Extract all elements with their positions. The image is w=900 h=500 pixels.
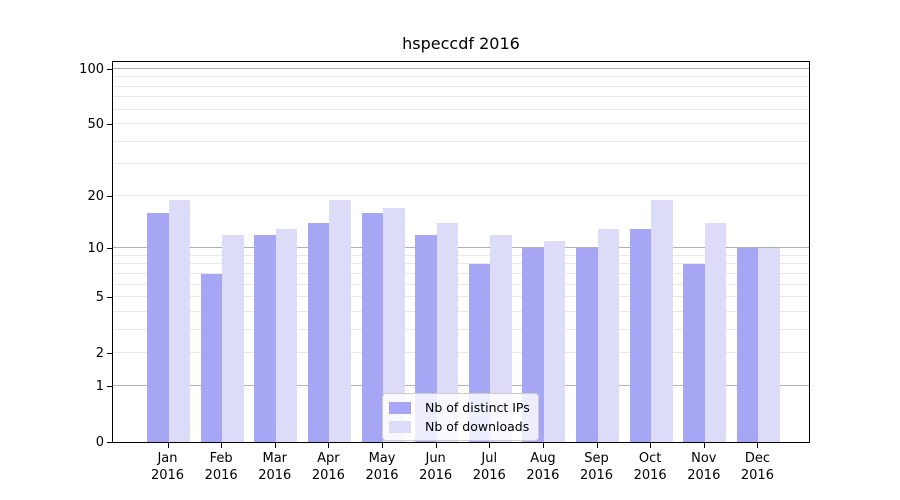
x-tick-mark <box>435 443 437 448</box>
x-tick-mark <box>328 443 330 448</box>
gridline-minor <box>113 310 809 312</box>
x-tick-label: Dec 2016 <box>740 451 774 483</box>
y-tick-mark <box>107 195 112 197</box>
gridline-minor <box>113 123 809 125</box>
bar-downloads <box>222 234 244 442</box>
legend-entry-downloads: Nb of downloads <box>389 417 530 436</box>
bar-downloads <box>651 199 673 442</box>
x-tick-mark <box>167 443 169 448</box>
x-tick-mark <box>221 443 223 448</box>
x-tick-label: Jul 2016 <box>472 451 506 483</box>
x-tick-mark <box>274 443 276 448</box>
y-tick-mark <box>107 297 112 299</box>
y-tick-mark <box>107 124 112 126</box>
y-tick-mark <box>107 442 112 443</box>
gridline-minor <box>113 328 809 330</box>
chart-title: hspeccdf 2016 <box>402 34 520 53</box>
legend-label-distinct-ips: Nb of distinct IPs <box>425 400 530 415</box>
bar-distinct-ips <box>254 234 276 442</box>
bar-distinct-ips <box>415 234 437 442</box>
gridline-minor <box>113 140 809 142</box>
gridline-minor <box>113 283 809 285</box>
x-tick-label: Aug 2016 <box>526 451 560 483</box>
x-tick-label: Nov 2016 <box>687 451 721 483</box>
gridline-minor <box>113 296 809 298</box>
legend-entry-distinct-ips: Nb of distinct IPs <box>389 398 530 417</box>
gridline-minor <box>113 194 809 196</box>
bar-distinct-ips <box>683 264 705 442</box>
gridline-minor <box>113 272 809 274</box>
bar-distinct-ips <box>629 228 652 442</box>
legend-swatch-downloads <box>389 420 411 433</box>
x-tick-mark <box>757 443 759 448</box>
x-tick-label: Sep 2016 <box>579 451 614 483</box>
gridline-minor <box>113 163 809 165</box>
gridline-minor <box>113 263 809 265</box>
x-tick-label: Jan 2016 <box>150 451 185 483</box>
x-tick-mark <box>596 443 598 448</box>
plot-area: Nb of distinct IPs Nb of downloads <box>112 61 810 443</box>
y-tick-label: 0 <box>95 435 104 450</box>
gridline-minor <box>113 85 809 87</box>
gridline-minor <box>113 76 809 78</box>
x-tick-label: Oct 2016 <box>633 451 667 483</box>
bar-distinct-ips <box>736 248 759 442</box>
y-tick-mark <box>107 353 112 355</box>
legend: Nb of distinct IPs Nb of downloads <box>382 393 539 441</box>
bar-downloads <box>758 248 780 442</box>
gridline-minor <box>113 254 809 256</box>
y-tick-label: 100 <box>79 61 104 77</box>
bar-distinct-ips <box>307 223 330 442</box>
bar-downloads <box>597 228 620 442</box>
bar-distinct-ips <box>200 273 223 442</box>
x-tick-label: May 2016 <box>365 451 399 483</box>
legend-label-downloads: Nb of downloads <box>425 419 530 434</box>
bar-distinct-ips <box>147 213 169 442</box>
y-tick-label: 50 <box>87 117 104 133</box>
x-tick-label: Mar 2016 <box>258 451 292 483</box>
gridline-major <box>113 247 809 249</box>
gridline-major <box>113 384 809 386</box>
bar-downloads <box>383 208 405 442</box>
y-tick-label: 10 <box>87 241 104 257</box>
gridline-major <box>113 68 809 69</box>
y-tick-mark <box>107 248 112 250</box>
y-tick-mark <box>107 68 112 70</box>
x-tick-mark <box>703 443 705 448</box>
gridline-minor <box>113 96 809 98</box>
x-tick-mark <box>542 443 544 448</box>
x-tick-label: Jun 2016 <box>419 451 453 483</box>
y-tick-label: 5 <box>95 290 104 306</box>
legend-swatch-distinct-ips <box>389 401 411 414</box>
x-tick-mark <box>382 443 384 448</box>
x-tick-label: Apr 2016 <box>311 451 345 483</box>
y-tick-label: 1 <box>95 378 104 394</box>
gridline-minor <box>113 352 809 354</box>
bar-distinct-ips <box>361 213 384 442</box>
bar-downloads <box>436 223 459 442</box>
x-tick-label: Feb 2016 <box>204 451 238 483</box>
y-tick-label: 2 <box>95 346 104 362</box>
bar-downloads <box>490 234 512 442</box>
gridline-minor <box>113 108 809 110</box>
bar-downloads <box>329 199 351 442</box>
bar-downloads <box>543 241 566 442</box>
y-tick-label: 20 <box>87 188 104 204</box>
x-tick-mark <box>650 443 652 448</box>
x-tick-mark <box>489 443 491 448</box>
bar-downloads <box>704 223 727 442</box>
y-tick-mark <box>107 385 112 387</box>
bar-downloads <box>168 199 190 442</box>
bar-distinct-ips <box>576 248 598 442</box>
bar-downloads <box>275 228 298 442</box>
